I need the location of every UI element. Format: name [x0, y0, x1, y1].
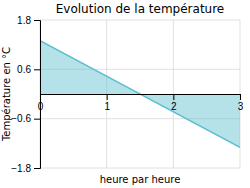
- grid-line: [40, 20, 240, 21]
- tick-mark: [34, 168, 40, 169]
- tick: 0: [38, 94, 44, 112]
- tick: −1.8: [11, 163, 40, 174]
- tick-mark: [40, 94, 41, 100]
- tick-mark: [240, 94, 241, 100]
- title: Evolution de la température: [56, 2, 225, 16]
- tick-label: 0.6: [17, 64, 31, 75]
- x-label: heure par heure: [100, 174, 181, 185]
- tick-label: 2: [171, 101, 177, 112]
- tick-label: 1.8: [17, 15, 31, 26]
- x-axis: 0 1 2 3: [38, 94, 244, 112]
- axis-line: [41, 95, 241, 101]
- tick-mark: [34, 69, 40, 70]
- axis-line: [34, 21, 41, 169]
- tick: 0.6: [17, 64, 40, 75]
- tick-label: 1: [104, 101, 110, 112]
- grid: [40, 20, 240, 168]
- tick: 2: [171, 94, 177, 112]
- tick-label: −1.8: [11, 163, 31, 174]
- grid-line: [40, 168, 240, 169]
- tick: 1: [104, 94, 110, 112]
- tick: 1.8: [17, 15, 40, 26]
- y-axis: −1.8 −0.6 0.6 1.8: [11, 15, 40, 174]
- tick-label: 0: [38, 101, 44, 112]
- tick-label: −0.6: [11, 113, 31, 124]
- tick-label: 3: [238, 101, 244, 112]
- tick-mark: [34, 20, 40, 21]
- marks: [40, 41, 240, 148]
- tick-mark: [34, 119, 40, 120]
- plot: −1.8 −0.6 0.6 1.8 0 1 2 3: [11, 15, 243, 174]
- tick-mark: [173, 94, 174, 100]
- line: [40, 41, 240, 148]
- chart: −1.8 −0.6 0.6 1.8 0 1 2 3 Evolution de la tempér…: [0, 0, 250, 188]
- y-label: Température en °C: [1, 47, 12, 142]
- tick-mark: [107, 94, 108, 100]
- tick: −0.6: [11, 113, 40, 124]
- area: [40, 41, 240, 148]
- tick: 3: [238, 94, 244, 112]
